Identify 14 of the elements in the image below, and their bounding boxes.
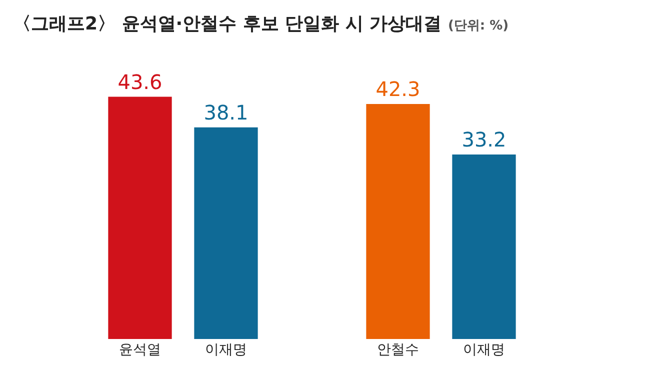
x-tick-label: 이재명 (205, 342, 247, 358)
data-label: 33.2 (462, 128, 506, 152)
x-tick-label: 윤석열 (119, 342, 161, 358)
bar (366, 104, 430, 339)
data-label: 38.1 (204, 100, 248, 124)
chart-subtitle: (단위: %) (448, 18, 509, 34)
chart-title: 〈그래프2〉 윤석열·안철수 후보 단일화 시 가상대결 (13, 13, 442, 34)
x-tick-label: 안철수 (377, 342, 419, 358)
x-tick-label: 이재명 (463, 342, 505, 358)
bar (108, 96, 172, 339)
bar (194, 127, 258, 339)
data-label: 42.3 (376, 76, 420, 101)
data-label: 43.6 (118, 70, 162, 94)
bar (452, 154, 516, 339)
